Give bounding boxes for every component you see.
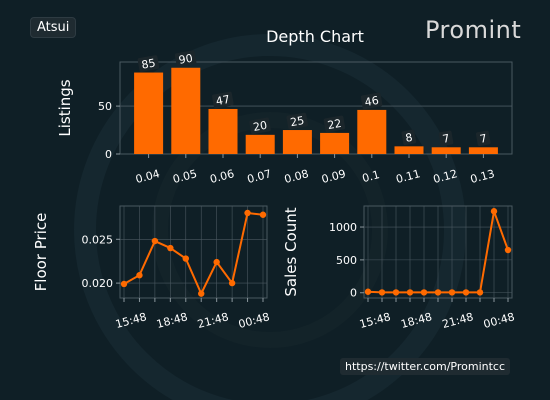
data-point [504, 246, 512, 254]
twitter-link[interactable]: https://twitter.com/Promintcc [340, 358, 510, 375]
y-axis-label: Floor Price [32, 213, 50, 292]
y-tick-label: 0 [350, 287, 357, 300]
x-tick-label: 0.11 [395, 167, 422, 186]
data-label-bg [360, 92, 383, 110]
data-point [406, 289, 414, 296]
x-tick-label: 18:48 [155, 310, 189, 331]
data-point [213, 258, 220, 266]
y-tick-label: 500 [336, 254, 357, 267]
data-label-group: 8 [401, 129, 417, 146]
data-point [182, 255, 189, 262]
data-point [490, 208, 498, 215]
data-point [448, 289, 456, 296]
chart-title: Depth Chart [266, 27, 364, 46]
y-axis-label: Sales Count [282, 207, 300, 296]
y-tick-label: 0.020 [82, 277, 114, 290]
data-point [378, 289, 386, 296]
bar [320, 132, 350, 154]
data-label-group: 7 [475, 130, 491, 147]
x-tick-label: 0.1 [361, 168, 381, 185]
y-axis-label: Listings [56, 79, 74, 136]
bar [282, 130, 312, 154]
data-point [120, 280, 128, 288]
bar [468, 147, 498, 154]
data-label-bg [137, 55, 160, 72]
data-label-bg [438, 130, 454, 147]
data-point [476, 289, 484, 296]
bar [208, 108, 238, 154]
data-label: 8 [404, 131, 413, 145]
data-point [364, 288, 372, 295]
x-tick-label: 0.07 [246, 167, 273, 186]
y-tick-label: 0.025 [82, 233, 114, 246]
data-label-bg [249, 117, 271, 135]
y-tick-label: 0 [105, 148, 112, 161]
data-point [167, 244, 174, 252]
x-tick-label: 0.06 [209, 167, 236, 186]
data-label-group: 7 [438, 130, 454, 147]
bar [171, 67, 201, 154]
data-point [420, 289, 428, 296]
data-label-bg [401, 129, 417, 146]
data-label: 85 [140, 56, 156, 71]
bar [245, 134, 275, 154]
x-tick-label: 00:48 [482, 310, 516, 331]
data-point [259, 211, 267, 218]
series-line [123, 211, 264, 296]
watermark-ring [74, 34, 466, 400]
data-label: 46 [364, 94, 380, 109]
data-label-bg [323, 115, 346, 133]
data-label-bg [212, 91, 234, 109]
data-label: 20 [252, 119, 268, 134]
data-label: 90 [178, 52, 194, 67]
data-point [228, 279, 236, 287]
data-point [392, 289, 400, 296]
data-label: 47 [215, 93, 231, 108]
x-tick-label: 0.04 [134, 167, 161, 186]
data-point [136, 272, 143, 279]
data-point [151, 237, 159, 245]
data-label-group: 46 [360, 92, 383, 110]
data-label-group: 47 [212, 91, 234, 109]
depth-chart-panel: Depth Chart 0 50 0.04 85 0.05 90 0.06 47 0.07 20 0.… [56, 27, 513, 186]
bar [394, 146, 424, 154]
y-tick-label: 1000 [329, 221, 357, 234]
bar [134, 72, 164, 154]
x-tick-label: 0.13 [469, 167, 496, 186]
data-label: 22 [326, 117, 342, 132]
data-point [434, 289, 442, 296]
x-tick-label: 0.05 [171, 167, 198, 186]
data-label-group: 85 [137, 55, 160, 72]
x-tick-label: 0.09 [320, 167, 347, 186]
x-tick-label: 15:48 [358, 310, 392, 331]
data-point [244, 209, 251, 217]
bar [431, 147, 461, 154]
data-point [198, 290, 205, 297]
watermark-ring-inner [152, 112, 388, 348]
x-tick-label: 15:48 [114, 310, 148, 331]
plot-frame [119, 205, 268, 299]
data-point [462, 289, 470, 296]
data-label-group: 90 [174, 50, 197, 68]
data-label-bg [174, 50, 197, 68]
data-label-bg [475, 130, 491, 147]
promint-logo: Promint [425, 16, 522, 44]
data-label-bg [286, 112, 308, 130]
data-label: 25 [289, 114, 305, 129]
data-label-group: 22 [323, 115, 346, 133]
data-label: 7 [479, 132, 488, 146]
data-label-group: 20 [249, 117, 271, 135]
y-tick-label: 50 [98, 100, 112, 113]
x-tick-label: 00:48 [237, 310, 271, 331]
data-label: 7 [442, 132, 451, 146]
bar [357, 109, 387, 154]
collection-name-badge: Atsui [30, 17, 77, 38]
data-label-group: 25 [286, 112, 308, 130]
x-tick-label: 0.08 [283, 167, 310, 186]
x-tick-label: 0.12 [432, 167, 459, 186]
